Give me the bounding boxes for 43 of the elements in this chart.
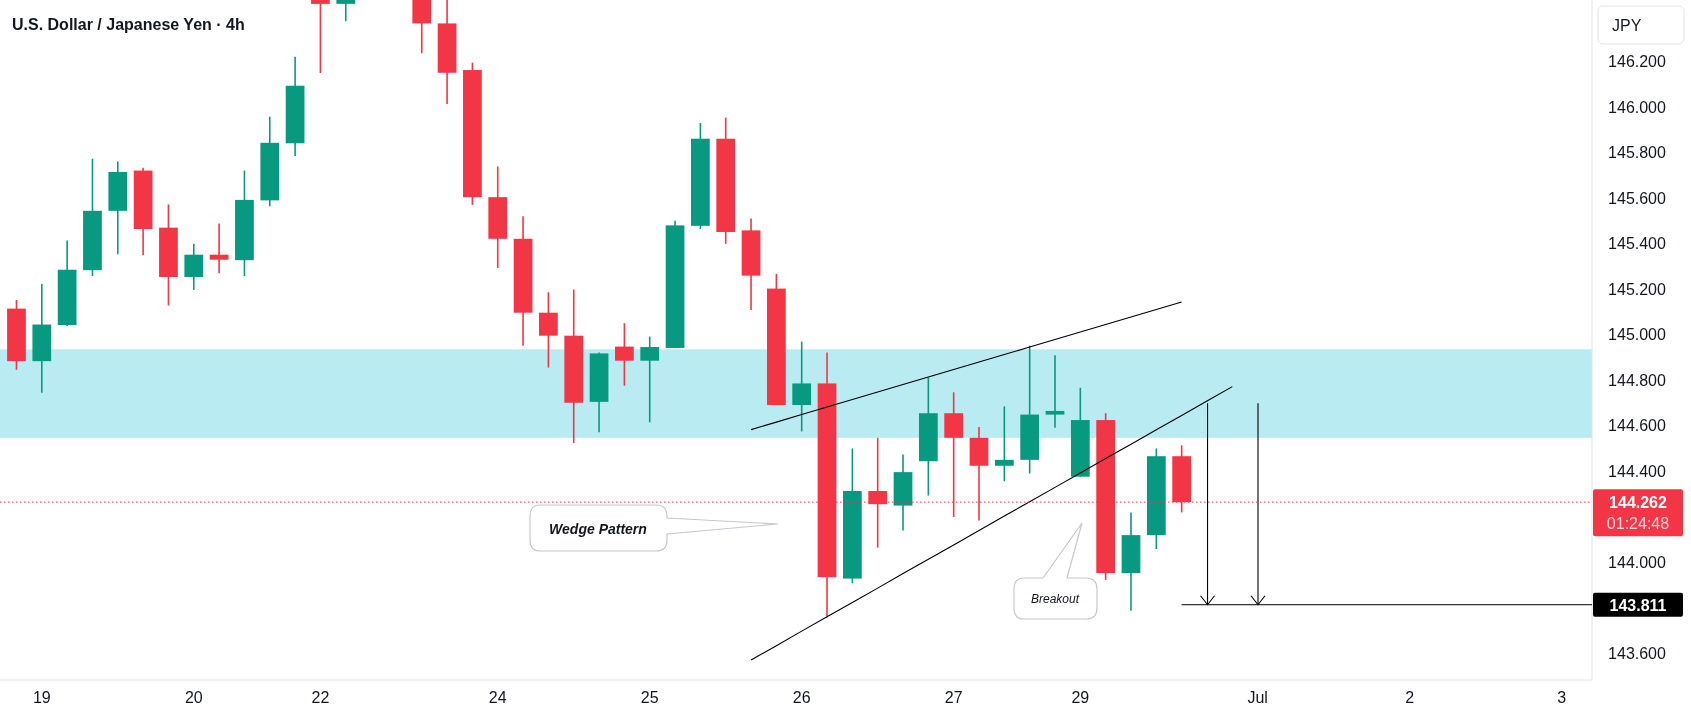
x-tick-label: 24 [488, 689, 507, 706]
y-tick-label: 145.800 [1608, 144, 1667, 162]
annotation: Breakout [1030, 592, 1080, 606]
ref-line-label: 143.811 [1609, 596, 1667, 614]
x-tick-label: Jul [1247, 689, 1268, 706]
y-tick-label: 145.600 [1608, 189, 1667, 207]
candlestick [336, 0, 356, 22]
text: 01:24:48 [1606, 515, 1670, 533]
text: U.S. Dollar / Japanese Yen · 4h [12, 16, 245, 33]
candlestick [1045, 354, 1065, 429]
x-tick-label: 26 [792, 689, 811, 706]
x-tick-label: 29 [1071, 689, 1090, 706]
candlestick [792, 340, 812, 433]
y-tick-label: 145.400 [1608, 235, 1667, 253]
candlestick [640, 335, 660, 424]
y-tick-label: 146.200 [1608, 53, 1667, 71]
y-tick-label: 145.200 [1608, 280, 1667, 298]
x-tick-label: 20 [184, 689, 203, 706]
x-tick-label: 3 [1557, 689, 1567, 706]
y-tick-label: 144.600 [1608, 417, 1667, 435]
candlestick [412, 0, 432, 55]
y-tick-label: 144.800 [1608, 371, 1667, 389]
x-tick-label: 22 [311, 689, 330, 706]
candlestick [615, 322, 634, 387]
x-tick-label: 25 [640, 689, 659, 706]
y-tick-label: 145.000 [1608, 326, 1667, 344]
y-tick-label: 146.000 [1608, 98, 1667, 116]
y-tick-label: 143.600 [1608, 644, 1667, 662]
candlestick [311, 0, 330, 74]
x-tick-label: 27 [944, 689, 963, 706]
y-tick-label: 144.400 [1608, 462, 1667, 480]
y-axis-title: JPY [1612, 17, 1642, 34]
annotation: Wedge Pattern [549, 521, 647, 537]
candlestick [209, 222, 229, 275]
line-series [750, 386, 1233, 661]
y-tick-label: 144.000 [1608, 553, 1667, 571]
ref-line-label: 144.262 [1609, 494, 1668, 512]
candlestick [184, 243, 204, 291]
candlestick [539, 291, 558, 369]
x-tick-label: 2 [1405, 689, 1415, 706]
line-series [750, 301, 1183, 431]
candlestick [994, 405, 1014, 483]
x-tick-label: 19 [32, 689, 51, 706]
